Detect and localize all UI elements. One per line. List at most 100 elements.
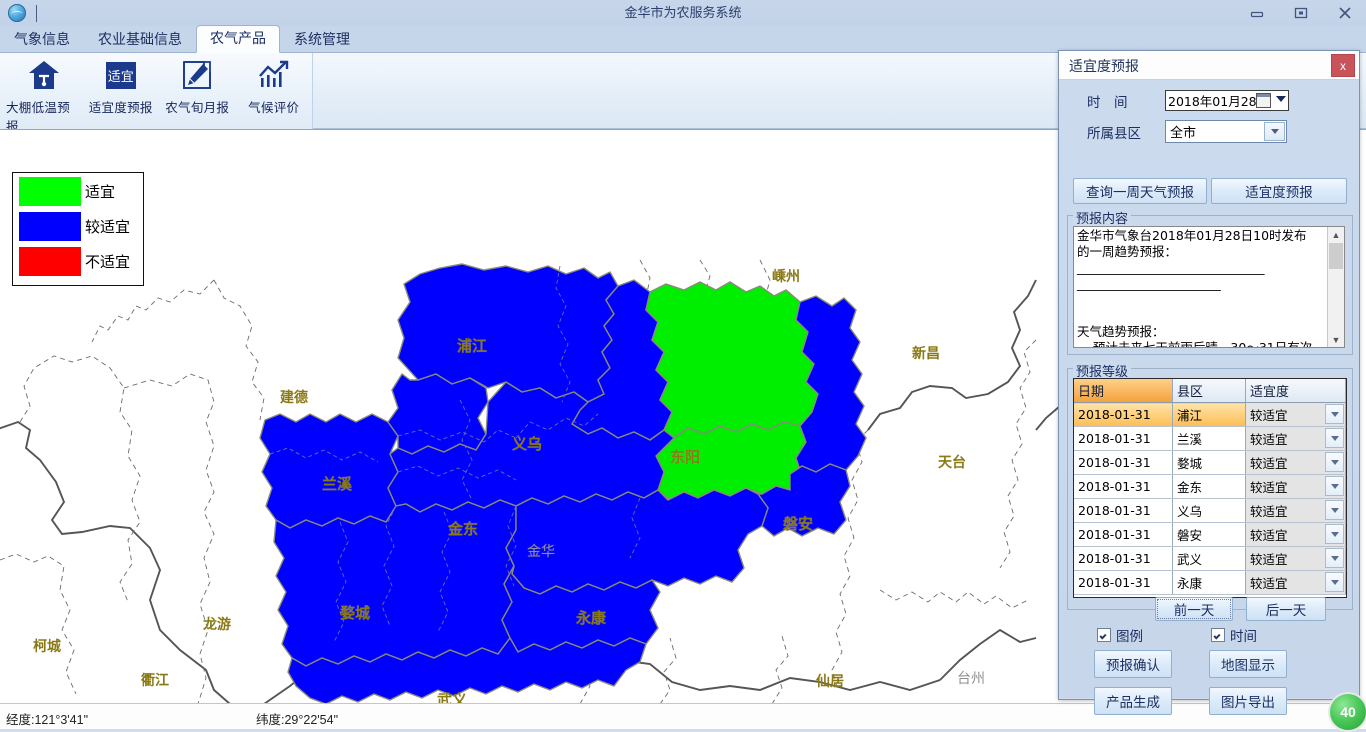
forecast-grade-table[interactable]: 日期 县区 适宜度 2018-01-31 浦江 较适宜 <box>1073 378 1347 598</box>
cell-county: 武义 <box>1172 546 1246 571</box>
prev-day-button[interactable]: 前一天 <box>1155 597 1233 621</box>
cell-grade-value: 较适宜 <box>1250 480 1288 495</box>
close-icon[interactable] <box>1330 2 1360 24</box>
map-label-jindong: 金东 <box>448 521 479 538</box>
next-day-button[interactable]: 后一天 <box>1246 597 1326 621</box>
region-dongyang <box>645 281 819 439</box>
scroll-thumb[interactable] <box>1329 243 1343 269</box>
cell-grade[interactable]: 较适宜 <box>1245 498 1346 523</box>
menu-tabs: 气象信息 农业基础信息 农气产品 系统管理 <box>0 25 364 53</box>
table-header-row: 日期 县区 适宜度 <box>1074 379 1346 403</box>
county-select-value: 全市 <box>1170 125 1197 140</box>
table-row[interactable]: 2018-01-31 兰溪 较适宜 <box>1074 426 1346 451</box>
table-row[interactable]: 2018-01-31 义乌 较适宜 <box>1074 498 1346 523</box>
cell-chevron-down-icon[interactable] <box>1325 500 1344 520</box>
map-label-tiantai: 天台 <box>938 454 966 470</box>
chevron-down-icon[interactable] <box>1276 96 1286 102</box>
ribbon-climate-evaluation[interactable]: 气候评价 <box>236 57 313 116</box>
county-select[interactable]: 全市 <box>1165 120 1287 143</box>
app-globe-icon <box>8 4 26 22</box>
ribbon-agro-report[interactable]: 农气旬月报 <box>159 57 236 116</box>
cell-county: 磐安 <box>1172 522 1246 547</box>
legend-checkbox[interactable]: 图例 <box>1097 625 1143 645</box>
caption-cursor <box>36 5 37 22</box>
calendar-icon[interactable] <box>1256 93 1271 108</box>
table-row[interactable]: 2018-01-31 磐安 较适宜 <box>1074 522 1346 547</box>
cell-grade-value: 较适宜 <box>1250 504 1288 519</box>
time-checkbox-box[interactable] <box>1211 628 1225 642</box>
cell-grade[interactable]: 较适宜 <box>1245 546 1346 571</box>
cell-chevron-down-icon[interactable] <box>1325 428 1344 448</box>
time-checkbox[interactable]: 时间 <box>1211 625 1257 645</box>
legend-label-fairly-suitable: 较适宜 <box>85 218 131 236</box>
cell-chevron-down-icon[interactable] <box>1325 452 1344 472</box>
cell-chevron-down-icon[interactable] <box>1325 524 1344 544</box>
generate-product-button[interactable]: 产品生成 <box>1094 687 1172 715</box>
map-label-jiande: 建德 <box>280 389 308 405</box>
tab-agriculture-base-info[interactable]: 农业基础信息 <box>98 31 182 47</box>
suitability-forecast-dialog: 适宜度预报 x 时 间 2018年01月28日 所属县区 全市 <box>1058 50 1360 715</box>
date-picker[interactable]: 2018年01月28日 <box>1165 90 1289 111</box>
cell-grade[interactable]: 较适宜 <box>1245 570 1346 595</box>
map-legend: 适宜 较适宜 不适宜 <box>12 172 144 286</box>
map-label-wucheng: 婺城 <box>340 605 371 622</box>
table-row[interactable]: 2018-01-31 金东 较适宜 <box>1074 474 1346 499</box>
notification-badge[interactable]: 40 <box>1328 692 1366 732</box>
legend-row-unsuitable: 不适宜 <box>19 245 143 278</box>
cell-chevron-down-icon[interactable] <box>1325 404 1344 424</box>
cell-chevron-down-icon[interactable] <box>1325 476 1344 496</box>
forecast-scrollbar[interactable]: ▲ ▼ <box>1327 227 1344 347</box>
legend-label-suitable: 适宜 <box>85 183 116 201</box>
cell-date: 2018-01-31 <box>1074 570 1173 595</box>
col-header-date[interactable]: 日期 <box>1074 379 1173 403</box>
region-wucheng <box>273 499 517 667</box>
map-label-qujiang: 衢江 <box>141 672 169 688</box>
export-image-button[interactable]: 图片导出 <box>1209 687 1287 715</box>
scroll-up-icon[interactable]: ▲ <box>1331 229 1341 240</box>
tab-system-management[interactable]: 系统管理 <box>294 31 350 47</box>
map-label-wuyi: 武义 <box>437 692 468 704</box>
legend-checkbox-box[interactable] <box>1097 628 1111 642</box>
ribbon-greenhouse-low-temp-forecast[interactable]: 大棚低温预报 <box>6 57 83 135</box>
col-header-grade[interactable]: 适宜度 <box>1245 379 1346 403</box>
map-label-longyou: 龙游 <box>203 616 231 632</box>
cell-grade[interactable]: 较适宜 <box>1245 474 1346 499</box>
legend-swatch-suitable <box>19 177 81 206</box>
forecast-text: 金华市气象台2018年01月28日10时发布的一周趋势预报： _________… <box>1077 228 1313 348</box>
cell-county: 永康 <box>1172 570 1246 595</box>
cell-chevron-down-icon[interactable] <box>1325 548 1344 568</box>
cell-grade[interactable]: 较适宜 <box>1245 402 1346 427</box>
confirm-forecast-button[interactable]: 预报确认 <box>1094 650 1172 678</box>
cell-grade[interactable]: 较适宜 <box>1245 450 1346 475</box>
map-label-yiwu: 义乌 <box>512 436 543 453</box>
region-panan-south <box>756 463 851 537</box>
map-label-jinhua: 金华 <box>527 543 555 559</box>
col-header-county[interactable]: 县区 <box>1172 379 1246 403</box>
dialog-body: 时 间 2018年01月28日 所属县区 全市 查询一周天气预报 适宜度预报 <box>1059 80 1359 715</box>
cell-grade-value: 较适宜 <box>1250 408 1288 423</box>
map-display-button[interactable]: 地图显示 <box>1209 650 1287 678</box>
tab-agro-products[interactable]: 农气产品 <box>196 25 280 53</box>
table-row[interactable]: 2018-01-31 永康 较适宜 <box>1074 570 1346 595</box>
query-week-weather-button[interactable]: 查询一周天气预报 <box>1073 178 1207 204</box>
table-row[interactable]: 2018-01-31 婺城 较适宜 <box>1074 450 1346 475</box>
table-row[interactable]: 2018-01-31 浦江 较适宜 <box>1074 402 1346 427</box>
county-select-chevron-down-icon[interactable] <box>1264 122 1285 141</box>
tab-weather-info[interactable]: 气象信息 <box>14 31 70 47</box>
scroll-down-icon[interactable]: ▼ <box>1331 334 1341 345</box>
ribbon-label-suitability: 适宜度预报 <box>88 101 153 115</box>
dialog-close-button[interactable]: x <box>1331 54 1355 77</box>
cell-county: 婺城 <box>1172 450 1246 475</box>
cell-grade[interactable]: 较适宜 <box>1245 426 1346 451</box>
suitability-forecast-button[interactable]: 适宜度预报 <box>1211 178 1347 204</box>
cell-grade[interactable]: 较适宜 <box>1245 522 1346 547</box>
maximize-icon[interactable] <box>1286 2 1316 24</box>
cell-chevron-down-icon[interactable] <box>1325 572 1344 592</box>
map-label-lanxi: 兰溪 <box>322 476 353 493</box>
ribbon-suitability-forecast[interactable]: 适宜 适宜度预报 <box>83 57 160 116</box>
table-row[interactable]: 2018-01-31 武义 较适宜 <box>1074 546 1346 571</box>
title-bar: 金华市为农服务系统 <box>0 0 1366 26</box>
minimize-icon[interactable] <box>1242 2 1272 24</box>
forecast-textarea[interactable]: 金华市气象台2018年01月28日10时发布的一周趋势预报： _________… <box>1073 226 1345 348</box>
greenhouse-icon <box>27 57 61 93</box>
